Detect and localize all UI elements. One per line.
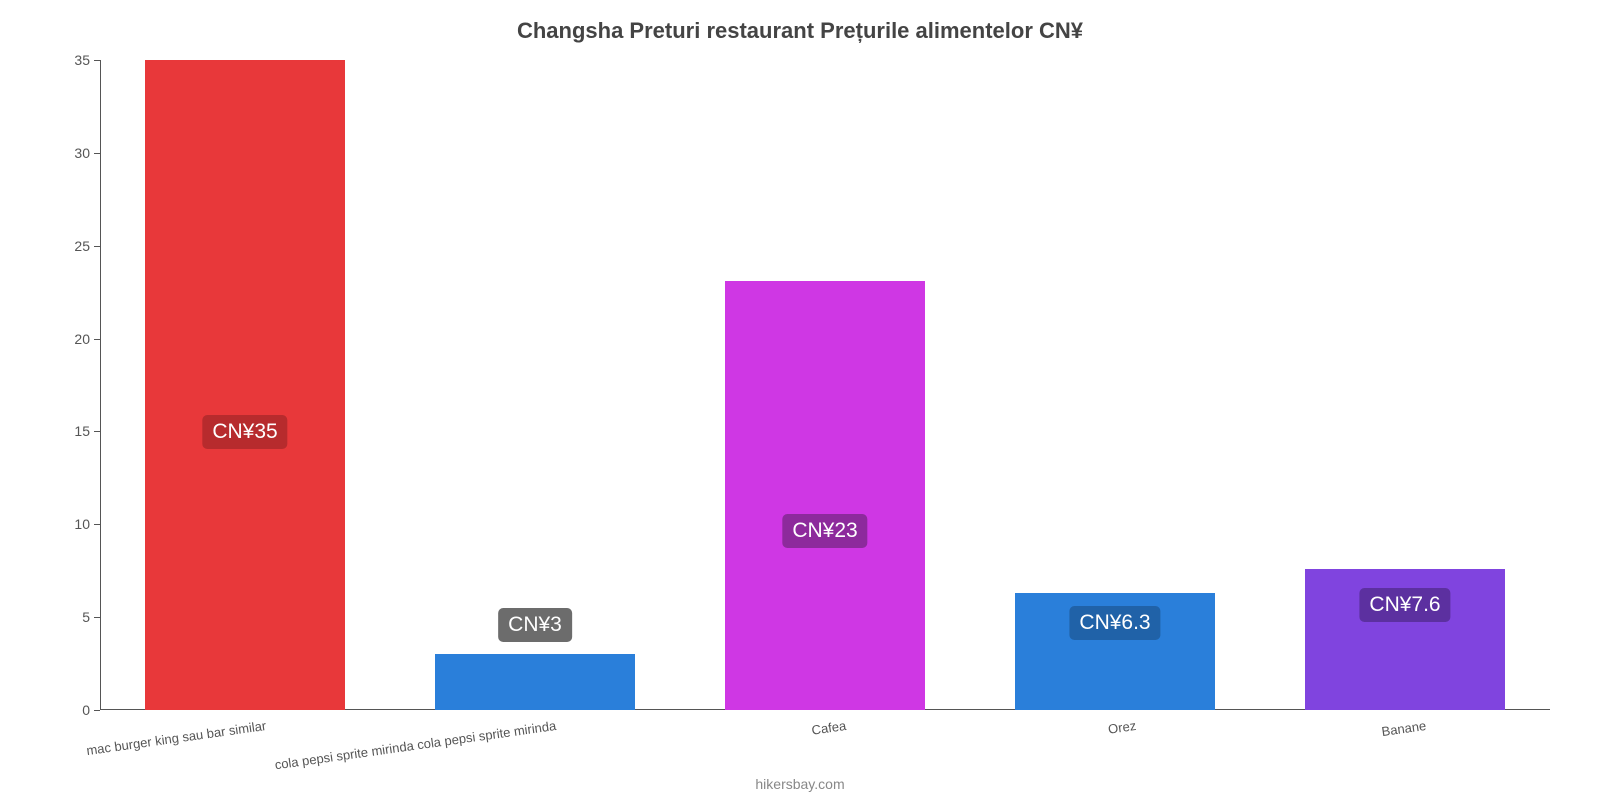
y-tick-mark [94,339,100,340]
bar-value-badge: CN¥3 [498,608,572,642]
bar-value-badge: CN¥7.6 [1359,588,1450,622]
y-tick-mark [94,710,100,711]
y-tick-label: 5 [60,609,90,625]
y-tick-mark [94,431,100,432]
y-tick-mark [94,153,100,154]
y-tick-mark [94,617,100,618]
x-axis-label: Orez [1107,718,1137,737]
chart-footer: hikersbay.com [0,776,1600,792]
chart-title: Changsha Preturi restaurant Prețurile al… [0,18,1600,44]
y-tick-label: 35 [60,52,90,68]
bar [435,654,635,710]
y-tick-mark [94,524,100,525]
bar-value-badge: CN¥6.3 [1069,606,1160,640]
y-tick-label: 30 [60,145,90,161]
bar [725,281,925,710]
y-tick-mark [94,246,100,247]
bar-value-badge: CN¥35 [202,415,287,449]
y-tick-label: 20 [60,331,90,347]
y-tick-label: 0 [60,702,90,718]
bar [145,60,345,710]
y-tick-label: 15 [60,423,90,439]
chart-container: Changsha Preturi restaurant Prețurile al… [0,0,1600,800]
x-axis-label: Cafea [811,718,847,738]
bar-value-badge: CN¥23 [782,514,867,548]
x-axis-label: cola pepsi sprite mirinda cola pepsi spr… [274,718,557,772]
x-axis-label: Banane [1381,718,1427,739]
y-tick-mark [94,60,100,61]
y-tick-label: 25 [60,238,90,254]
x-axis-label: mac burger king sau bar similar [85,718,267,758]
y-tick-label: 10 [60,516,90,532]
